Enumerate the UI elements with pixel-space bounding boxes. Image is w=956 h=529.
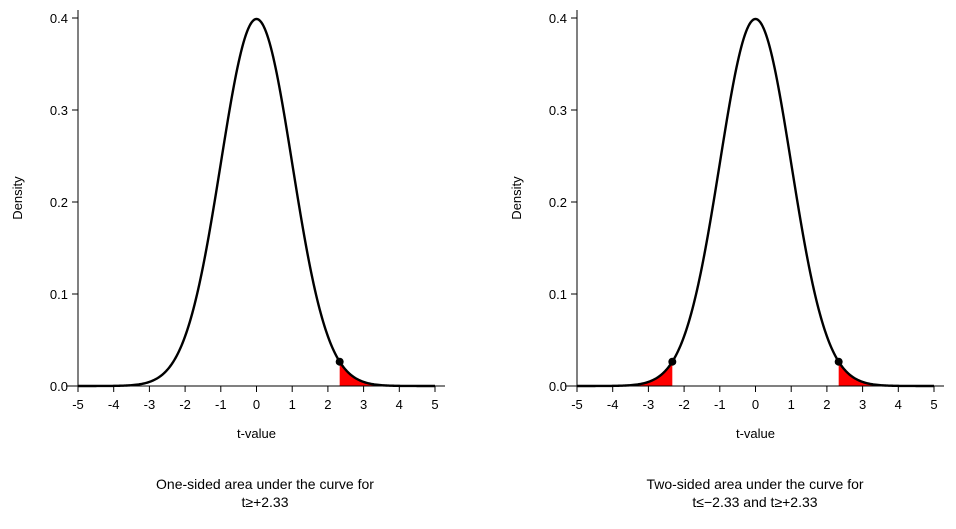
x-tick-label: -5 — [571, 397, 583, 412]
x-tick-label: -1 — [714, 397, 726, 412]
x-tick-label: -2 — [678, 397, 690, 412]
x-tick-label: -2 — [179, 397, 191, 412]
y-tick-label: 0.3 — [50, 103, 68, 118]
x-tick-label: 3 — [859, 397, 866, 412]
chart-panel-2: -5 -4 -3 -2 -1 0 1 2 3 4 5 0.0 0.1 0.2 0.3 0.4 t-value De… — [509, 10, 944, 510]
caption-line-2: t≤−2.33 and t≥+2.33 — [692, 494, 817, 510]
shaded-tail-area-1 — [577, 361, 673, 386]
y-tick-label: 0.0 — [50, 379, 68, 394]
y-tick-label: 0.1 — [50, 287, 68, 302]
x-tick-label: 2 — [324, 397, 331, 412]
density-curve — [78, 17, 435, 388]
x-tick-label: -3 — [643, 397, 655, 412]
shaded-tail-area-2 — [838, 361, 934, 386]
x-tick-label: 0 — [752, 397, 759, 412]
x-tick-label: 4 — [396, 397, 403, 412]
x-tick-label: 2 — [823, 397, 830, 412]
y-tick-label: 0.3 — [549, 103, 567, 118]
y-tick-label: 0.4 — [50, 11, 68, 26]
caption-line-1: Two-sided area under the curve for — [646, 476, 863, 492]
x-tick-label: 0 — [253, 397, 260, 412]
y-tick-label: 0.2 — [549, 195, 567, 210]
x-tick-label: 3 — [360, 397, 367, 412]
y-tick-label: 0.1 — [549, 287, 567, 302]
y-tick-label: 0.0 — [549, 379, 567, 394]
x-tick-label: -4 — [607, 397, 619, 412]
y-axis-title: Density — [10, 176, 25, 220]
caption-line-1: One-sided area under the curve for — [156, 476, 374, 492]
x-tick-label: -1 — [215, 397, 227, 412]
caption-line-2: t≥+2.33 — [242, 494, 289, 510]
y-tick-label: 0.2 — [50, 195, 68, 210]
x-tick-label: 5 — [930, 397, 937, 412]
shaded-tail-area-1 — [339, 361, 435, 386]
critical-point-marker-2 — [834, 357, 843, 366]
y-tick-label: 0.4 — [549, 11, 567, 26]
critical-point-marker-1 — [335, 357, 344, 366]
x-axis-title: t-value — [237, 426, 276, 441]
chart-panel-1: -5 -4 -3 -2 -1 0 1 2 3 4 5 0.0 0.1 0.2 0.3 0.4 t-value De… — [10, 10, 445, 510]
x-tick-label: -3 — [144, 397, 156, 412]
x-tick-label: 4 — [895, 397, 902, 412]
y-axis-title: Density — [509, 176, 524, 220]
x-tick-label: 5 — [431, 397, 438, 412]
x-tick-label: -5 — [72, 397, 84, 412]
critical-point-marker-1 — [668, 357, 677, 366]
x-tick-label: -4 — [108, 397, 120, 412]
x-tick-label: 1 — [788, 397, 795, 412]
x-tick-label: 1 — [289, 397, 296, 412]
x-axis-title: t-value — [736, 426, 775, 441]
density-curve — [577, 17, 934, 388]
